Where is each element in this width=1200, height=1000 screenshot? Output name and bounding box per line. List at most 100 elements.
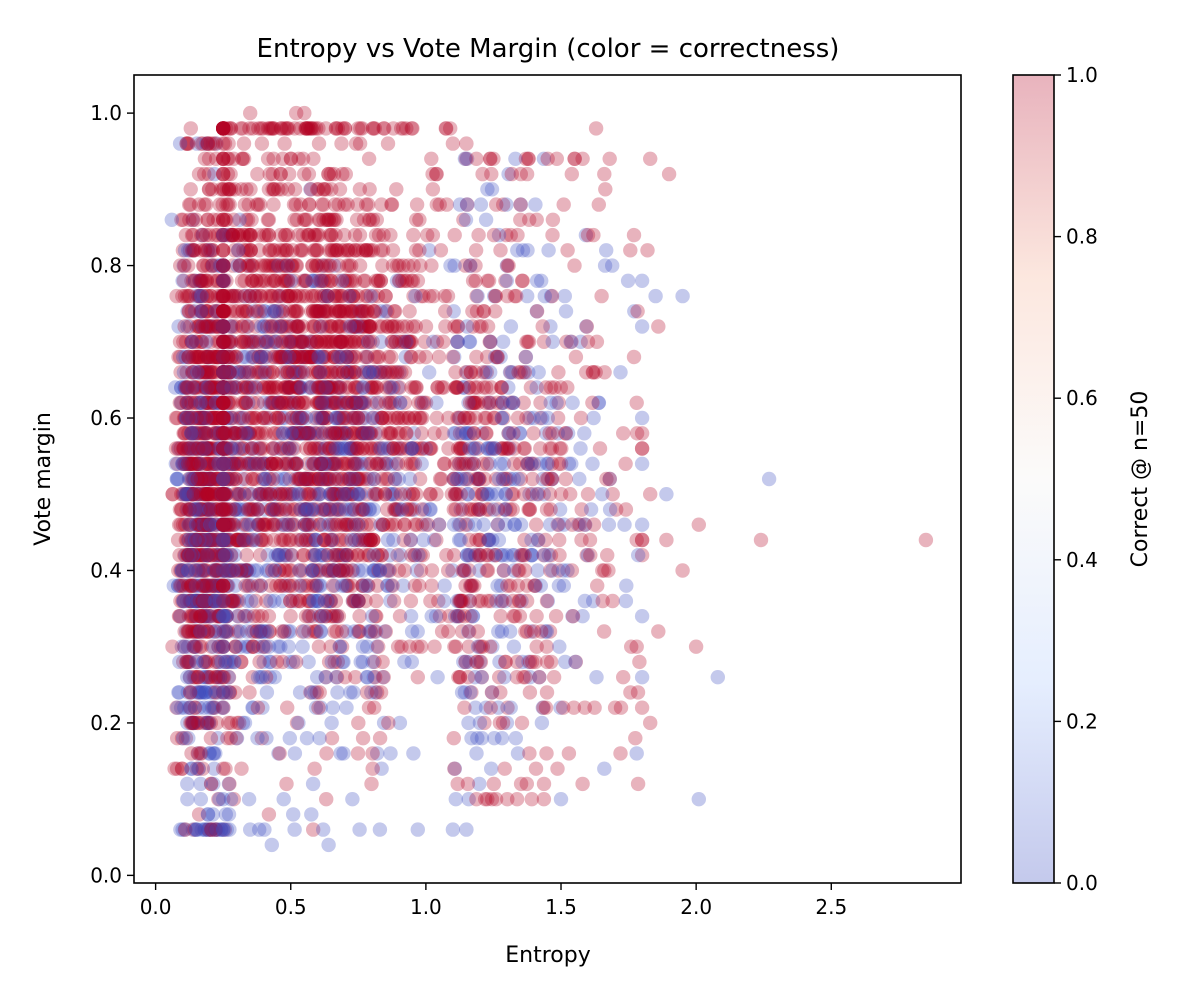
data-point — [254, 365, 269, 380]
data-point — [188, 410, 204, 426]
data-point — [242, 563, 257, 578]
data-point — [256, 380, 271, 395]
data-point — [199, 273, 215, 288]
data-point — [219, 197, 234, 212]
data-point — [205, 807, 220, 822]
data-point — [184, 487, 200, 502]
data-point — [221, 502, 237, 517]
data-point — [212, 197, 227, 212]
data-point — [189, 441, 204, 456]
data-point — [176, 365, 192, 380]
data-point — [572, 471, 587, 487]
data-point — [189, 639, 204, 654]
data-point — [303, 441, 318, 456]
data-point — [245, 700, 261, 715]
data-point — [191, 502, 206, 517]
data-point — [216, 288, 231, 304]
data-point — [287, 304, 302, 319]
data-point — [261, 212, 277, 227]
data-point — [199, 304, 214, 319]
data-point — [394, 639, 409, 654]
data-point — [187, 548, 203, 563]
data-point — [180, 563, 195, 578]
data-point — [181, 624, 197, 639]
data-point — [226, 288, 242, 304]
data-point — [219, 441, 235, 456]
data-point — [165, 487, 180, 502]
data-point — [580, 334, 596, 349]
data-point — [196, 410, 211, 426]
data-point — [344, 334, 359, 349]
data-point — [179, 410, 194, 426]
data-point — [236, 532, 252, 548]
data-point — [191, 761, 206, 776]
data-point — [197, 517, 212, 532]
data-point — [211, 441, 226, 456]
data-point — [497, 670, 512, 685]
data-point — [386, 532, 401, 548]
data-point — [193, 456, 208, 471]
data-point — [211, 410, 226, 426]
data-point — [194, 319, 209, 334]
data-point — [212, 395, 227, 410]
data-point — [187, 700, 203, 715]
data-point — [313, 624, 328, 639]
data-point — [197, 685, 213, 700]
data-point — [214, 319, 229, 334]
data-point — [192, 410, 208, 426]
data-point — [206, 578, 222, 593]
data-point — [352, 136, 368, 151]
data-point — [275, 426, 290, 441]
data-point — [335, 578, 350, 593]
data-point — [613, 746, 628, 761]
data-point — [381, 715, 396, 731]
data-point — [216, 365, 231, 380]
data-point — [409, 197, 425, 212]
data-point — [196, 563, 211, 578]
data-point — [179, 136, 194, 151]
data-point — [540, 410, 555, 426]
data-point — [269, 654, 285, 670]
data-point — [200, 578, 215, 593]
data-point — [277, 136, 292, 151]
data-point — [250, 197, 266, 212]
data-point — [196, 365, 212, 380]
data-point — [197, 426, 212, 441]
data-point — [200, 593, 216, 609]
data-point — [180, 380, 195, 395]
data-point — [207, 593, 222, 609]
data-point — [212, 578, 227, 593]
colorbar-tick-label: 0.8 — [1066, 225, 1098, 249]
data-point — [200, 395, 215, 410]
data-point — [187, 593, 202, 609]
data-point — [634, 609, 650, 624]
data-point — [441, 563, 456, 578]
data-point — [243, 105, 258, 121]
data-point — [203, 136, 218, 151]
data-point — [186, 471, 201, 487]
data-point — [513, 548, 529, 563]
data-point — [181, 410, 196, 426]
data-point — [352, 182, 368, 197]
data-point — [191, 395, 206, 410]
data-point — [178, 456, 193, 471]
colorbar: 0.00.20.40.60.81.0 Correct @ n=50 — [1012, 63, 1153, 895]
data-point — [204, 822, 219, 837]
data-point — [365, 761, 380, 776]
data-point — [207, 685, 223, 700]
data-point — [242, 502, 257, 517]
data-point — [211, 822, 226, 837]
data-point — [171, 563, 186, 578]
data-point — [213, 258, 229, 273]
data-point — [464, 456, 479, 471]
data-point — [170, 578, 186, 593]
data-point — [312, 578, 327, 593]
data-point — [199, 395, 215, 410]
data-point — [181, 731, 196, 746]
data-point — [321, 837, 336, 853]
data-point — [500, 792, 515, 807]
data-point — [537, 288, 552, 304]
data-point — [190, 746, 205, 761]
data-point — [199, 426, 215, 441]
data-point — [188, 502, 203, 517]
